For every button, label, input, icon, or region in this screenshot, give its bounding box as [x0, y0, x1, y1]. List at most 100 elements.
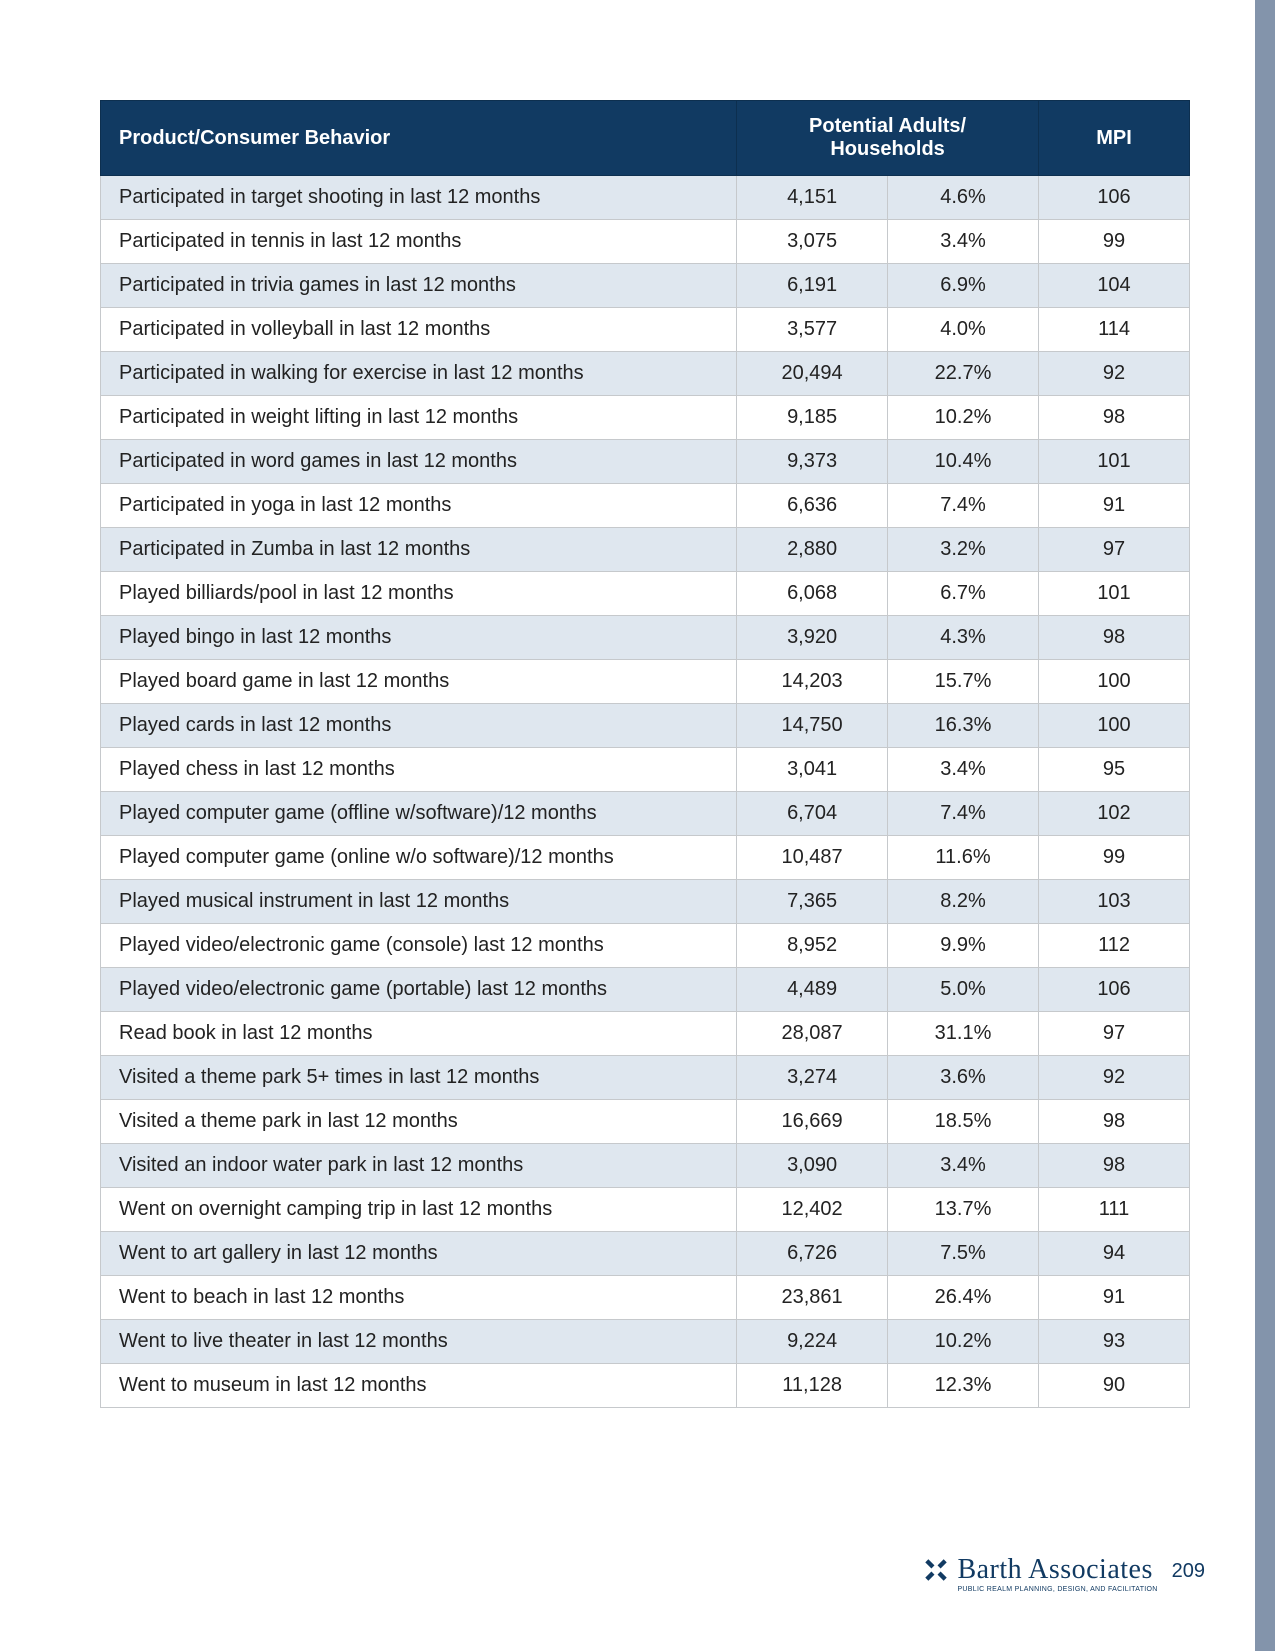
- cell-mpi: 104: [1039, 264, 1190, 308]
- cell-mpi: 91: [1039, 484, 1190, 528]
- cell-count: 10,487: [737, 836, 888, 880]
- cell-behavior: Played computer game (offline w/software…: [101, 792, 737, 836]
- cell-count: 2,880: [737, 528, 888, 572]
- cell-mpi: 97: [1039, 528, 1190, 572]
- cell-percent: 31.1%: [888, 1012, 1039, 1056]
- cell-mpi: 90: [1039, 1364, 1190, 1408]
- table-row: Played bingo in last 12 months3,9204.3%9…: [101, 616, 1190, 660]
- cell-percent: 15.7%: [888, 660, 1039, 704]
- cell-behavior: Participated in Zumba in last 12 months: [101, 528, 737, 572]
- table-row: Played video/electronic game (portable) …: [101, 968, 1190, 1012]
- page-number: 209: [1172, 1560, 1205, 1583]
- cell-mpi: 98: [1039, 1100, 1190, 1144]
- cell-mpi: 103: [1039, 880, 1190, 924]
- cell-count: 9,185: [737, 396, 888, 440]
- cell-percent: 5.0%: [888, 968, 1039, 1012]
- table-row: Participated in trivia games in last 12 …: [101, 264, 1190, 308]
- cell-percent: 26.4%: [888, 1276, 1039, 1320]
- cell-count: 8,952: [737, 924, 888, 968]
- cell-behavior: Went on overnight camping trip in last 1…: [101, 1188, 737, 1232]
- cell-behavior: Participated in trivia games in last 12 …: [101, 264, 737, 308]
- table-row: Played computer game (online w/o softwar…: [101, 836, 1190, 880]
- cell-percent: 3.4%: [888, 748, 1039, 792]
- cell-count: 23,861: [737, 1276, 888, 1320]
- page-footer: Barth Associates PUBLIC REALM PLANNING, …: [923, 1556, 1205, 1593]
- cell-mpi: 111: [1039, 1188, 1190, 1232]
- cell-count: 28,087: [737, 1012, 888, 1056]
- col-header-behavior: Product/Consumer Behavior: [101, 101, 737, 176]
- cell-count: 20,494: [737, 352, 888, 396]
- cell-percent: 7.5%: [888, 1232, 1039, 1276]
- cell-count: 6,636: [737, 484, 888, 528]
- cell-count: 14,203: [737, 660, 888, 704]
- cell-behavior: Played video/electronic game (portable) …: [101, 968, 737, 1012]
- table-row: Participated in target shooting in last …: [101, 176, 1190, 220]
- cell-behavior: Participated in tennis in last 12 months: [101, 220, 737, 264]
- cell-percent: 3.6%: [888, 1056, 1039, 1100]
- cell-behavior: Played computer game (online w/o softwar…: [101, 836, 737, 880]
- cell-mpi: 94: [1039, 1232, 1190, 1276]
- cell-mpi: 100: [1039, 660, 1190, 704]
- company-tagline: PUBLIC REALM PLANNING, DESIGN, AND FACIL…: [957, 1586, 1157, 1593]
- cell-mpi: 98: [1039, 396, 1190, 440]
- cell-behavior: Visited a theme park in last 12 months: [101, 1100, 737, 1144]
- cell-behavior: Played bingo in last 12 months: [101, 616, 737, 660]
- cell-percent: 3.2%: [888, 528, 1039, 572]
- cell-count: 6,726: [737, 1232, 888, 1276]
- cell-behavior: Went to live theater in last 12 months: [101, 1320, 737, 1364]
- cell-mpi: 102: [1039, 792, 1190, 836]
- company-logo: Barth Associates PUBLIC REALM PLANNING, …: [923, 1556, 1157, 1593]
- cell-percent: 6.9%: [888, 264, 1039, 308]
- cell-behavior: Played board game in last 12 months: [101, 660, 737, 704]
- cell-count: 3,075: [737, 220, 888, 264]
- table-row: Visited an indoor water park in last 12 …: [101, 1144, 1190, 1188]
- cell-mpi: 91: [1039, 1276, 1190, 1320]
- cell-count: 3,274: [737, 1056, 888, 1100]
- cell-count: 4,151: [737, 176, 888, 220]
- cell-percent: 10.2%: [888, 396, 1039, 440]
- table-row: Participated in word games in last 12 mo…: [101, 440, 1190, 484]
- table-row: Went to live theater in last 12 months9,…: [101, 1320, 1190, 1364]
- cell-behavior: Played chess in last 12 months: [101, 748, 737, 792]
- table-row: Visited a theme park in last 12 months16…: [101, 1100, 1190, 1144]
- cell-count: 3,920: [737, 616, 888, 660]
- table-row: Went on overnight camping trip in last 1…: [101, 1188, 1190, 1232]
- cell-count: 12,402: [737, 1188, 888, 1232]
- cell-percent: 8.2%: [888, 880, 1039, 924]
- table-row: Played musical instrument in last 12 mon…: [101, 880, 1190, 924]
- table-row: Played cards in last 12 months14,75016.3…: [101, 704, 1190, 748]
- cell-count: 9,224: [737, 1320, 888, 1364]
- cell-behavior: Went to beach in last 12 months: [101, 1276, 737, 1320]
- table-header-row: Product/Consumer Behavior Potential Adul…: [101, 101, 1190, 176]
- cell-percent: 6.7%: [888, 572, 1039, 616]
- cell-behavior: Visited a theme park 5+ times in last 12…: [101, 1056, 737, 1100]
- table-row: Participated in Zumba in last 12 months2…: [101, 528, 1190, 572]
- cell-behavior: Played billiards/pool in last 12 months: [101, 572, 737, 616]
- table-row: Played board game in last 12 months14,20…: [101, 660, 1190, 704]
- cell-percent: 16.3%: [888, 704, 1039, 748]
- cell-behavior: Participated in word games in last 12 mo…: [101, 440, 737, 484]
- cell-behavior: Participated in walking for exercise in …: [101, 352, 737, 396]
- cell-mpi: 93: [1039, 1320, 1190, 1364]
- cell-percent: 12.3%: [888, 1364, 1039, 1408]
- cell-percent: 4.0%: [888, 308, 1039, 352]
- cell-percent: 11.6%: [888, 836, 1039, 880]
- cell-mpi: 98: [1039, 616, 1190, 660]
- cell-count: 3,577: [737, 308, 888, 352]
- cell-percent: 4.6%: [888, 176, 1039, 220]
- logo-mark-icon: [923, 1557, 949, 1583]
- cell-count: 7,365: [737, 880, 888, 924]
- cell-percent: 7.4%: [888, 484, 1039, 528]
- cell-count: 6,191: [737, 264, 888, 308]
- table-row: Visited a theme park 5+ times in last 12…: [101, 1056, 1190, 1100]
- cell-mpi: 99: [1039, 220, 1190, 264]
- cell-mpi: 100: [1039, 704, 1190, 748]
- cell-mpi: 98: [1039, 1144, 1190, 1188]
- cell-mpi: 112: [1039, 924, 1190, 968]
- cell-percent: 22.7%: [888, 352, 1039, 396]
- cell-behavior: Read book in last 12 months: [101, 1012, 737, 1056]
- table-row: Read book in last 12 months28,08731.1%97: [101, 1012, 1190, 1056]
- col-header-mpi: MPI: [1039, 101, 1190, 176]
- col-header-potential: Potential Adults/ Households: [737, 101, 1039, 176]
- logo-text: Barth Associates PUBLIC REALM PLANNING, …: [957, 1556, 1157, 1593]
